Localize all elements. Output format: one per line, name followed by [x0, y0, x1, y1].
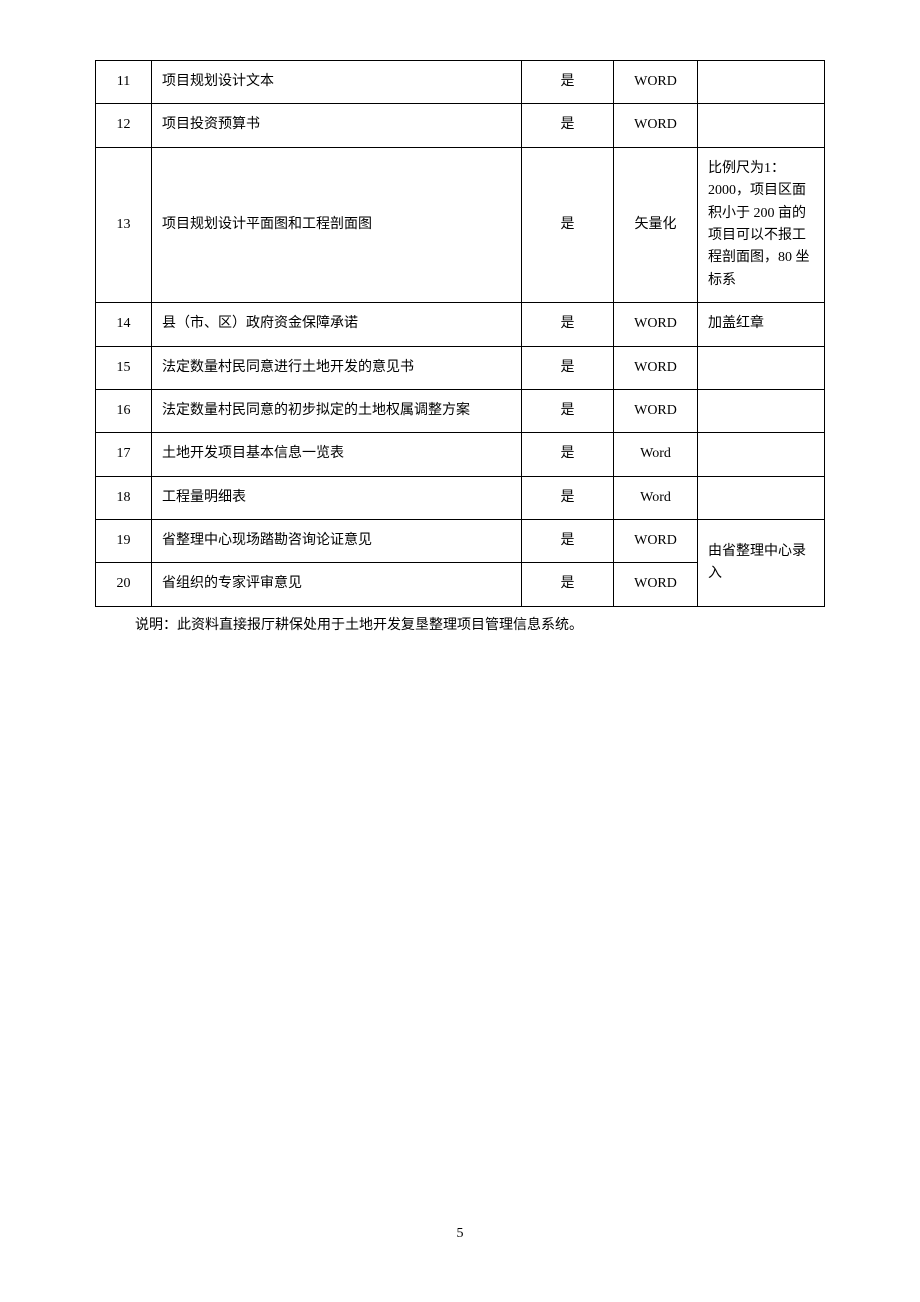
- cell-note: [698, 433, 825, 476]
- cell-format: WORD: [614, 346, 698, 389]
- cell-note: 比例尺为1：2000，项目区面积小于 200 亩的项目可以不报工程剖面图，80 …: [698, 147, 825, 302]
- table-row: 12 项目投资预算书 是 WORD: [96, 104, 825, 147]
- cell-name: 省整理中心现场踏勘咨询论证意见: [152, 520, 522, 563]
- document-page: 11 项目规划设计文本 是 WORD 12 项目投资预算书 是 WORD 13 …: [0, 0, 920, 637]
- cell-required: 是: [522, 520, 614, 563]
- cell-num: 18: [96, 476, 152, 519]
- cell-format: WORD: [614, 563, 698, 606]
- cell-name: 省组织的专家评审意见: [152, 563, 522, 606]
- cell-required: 是: [522, 147, 614, 302]
- cell-name: 土地开发项目基本信息一览表: [152, 433, 522, 476]
- cell-format: 矢量化: [614, 147, 698, 302]
- table-row: 14 县（市、区）政府资金保障承诺 是 WORD 加盖红章: [96, 303, 825, 346]
- table-row: 13 项目规划设计平面图和工程剖面图 是 矢量化 比例尺为1：2000，项目区面…: [96, 147, 825, 302]
- table-row: 15 法定数量村民同意进行土地开发的意见书 是 WORD: [96, 346, 825, 389]
- cell-name: 县（市、区）政府资金保障承诺: [152, 303, 522, 346]
- cell-name: 工程量明细表: [152, 476, 522, 519]
- cell-required: 是: [522, 563, 614, 606]
- cell-name: 法定数量村民同意进行土地开发的意见书: [152, 346, 522, 389]
- cell-name: 法定数量村民同意的初步拟定的土地权属调整方案: [152, 389, 522, 432]
- cell-format: Word: [614, 476, 698, 519]
- cell-format: WORD: [614, 303, 698, 346]
- table-caption: 说明：此资料直接报厅耕保处用于土地开发复垦整理项目管理信息系统。: [135, 615, 825, 637]
- table-row: 19 省整理中心现场踏勘咨询论证意见 是 WORD 由省整理中心录入: [96, 520, 825, 563]
- cell-num: 16: [96, 389, 152, 432]
- cell-format: WORD: [614, 520, 698, 563]
- cell-format: WORD: [614, 61, 698, 104]
- cell-format: WORD: [614, 104, 698, 147]
- table-row: 18 工程量明细表 是 Word: [96, 476, 825, 519]
- materials-table: 11 项目规划设计文本 是 WORD 12 项目投资预算书 是 WORD 13 …: [95, 60, 825, 607]
- cell-note: [698, 346, 825, 389]
- table-row: 11 项目规划设计文本 是 WORD: [96, 61, 825, 104]
- cell-num: 15: [96, 346, 152, 389]
- cell-note: [698, 104, 825, 147]
- cell-num: 13: [96, 147, 152, 302]
- cell-note: [698, 476, 825, 519]
- cell-required: 是: [522, 346, 614, 389]
- cell-num: 14: [96, 303, 152, 346]
- cell-note: [698, 389, 825, 432]
- cell-format: Word: [614, 433, 698, 476]
- cell-name: 项目投资预算书: [152, 104, 522, 147]
- cell-name: 项目规划设计平面图和工程剖面图: [152, 147, 522, 302]
- cell-num: 17: [96, 433, 152, 476]
- cell-num: 11: [96, 61, 152, 104]
- table-row: 17 土地开发项目基本信息一览表 是 Word: [96, 433, 825, 476]
- cell-num: 20: [96, 563, 152, 606]
- cell-note: [698, 61, 825, 104]
- cell-note: 加盖红章: [698, 303, 825, 346]
- cell-required: 是: [522, 433, 614, 476]
- cell-format: WORD: [614, 389, 698, 432]
- cell-required: 是: [522, 476, 614, 519]
- cell-required: 是: [522, 61, 614, 104]
- cell-required: 是: [522, 303, 614, 346]
- cell-required: 是: [522, 389, 614, 432]
- cell-num: 19: [96, 520, 152, 563]
- cell-required: 是: [522, 104, 614, 147]
- cell-num: 12: [96, 104, 152, 147]
- cell-name: 项目规划设计文本: [152, 61, 522, 104]
- page-number: 5: [0, 1226, 920, 1242]
- table-row: 16 法定数量村民同意的初步拟定的土地权属调整方案 是 WORD: [96, 389, 825, 432]
- cell-note-merged: 由省整理中心录入: [698, 520, 825, 607]
